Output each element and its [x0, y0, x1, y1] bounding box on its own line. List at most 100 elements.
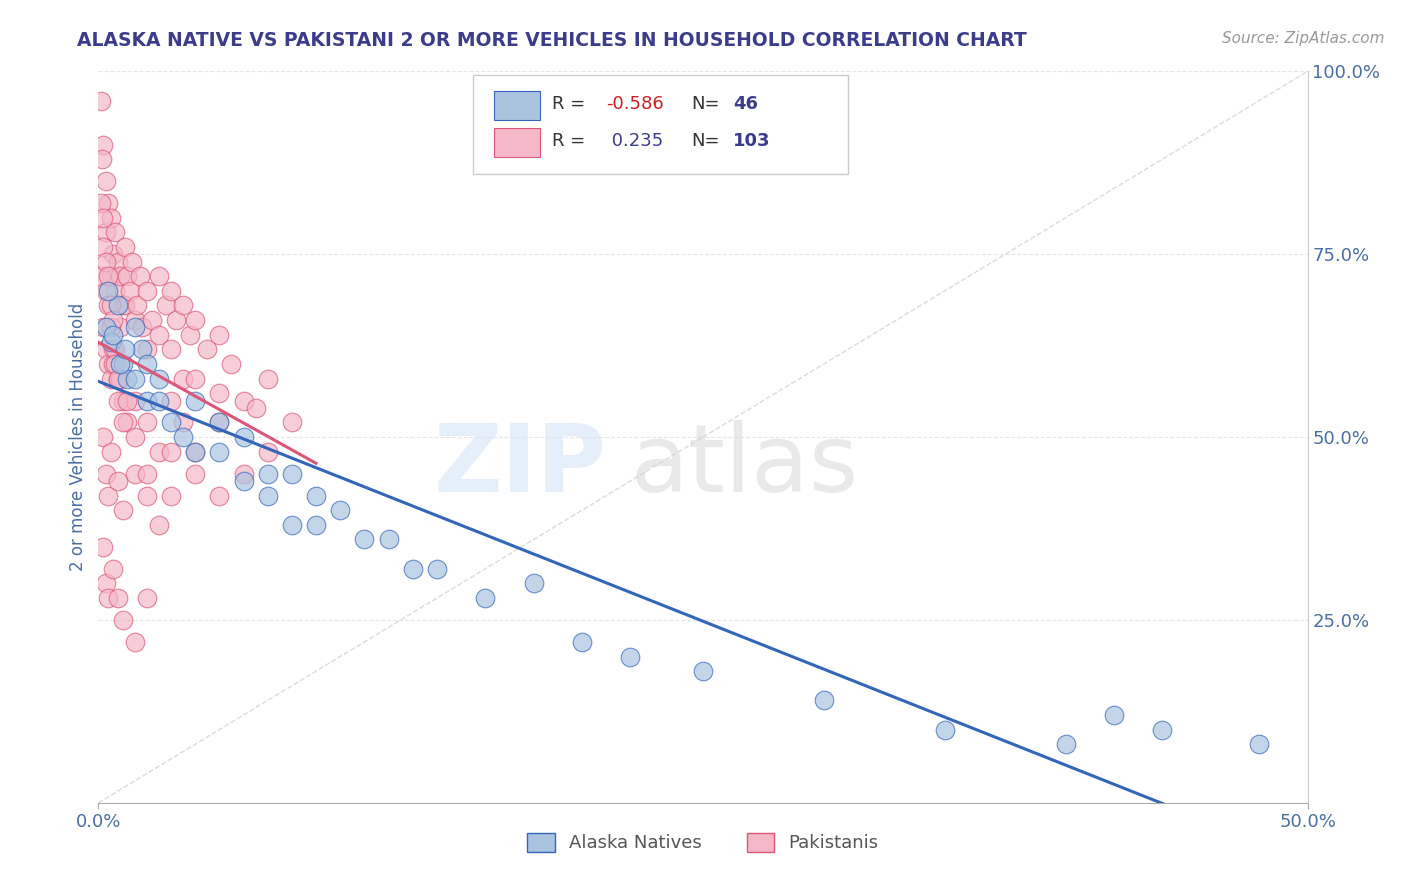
Point: [91, 430, 114, 444]
Point: [135, 357, 157, 371]
Point: [692, 664, 714, 678]
Point: [148, 444, 170, 458]
Text: 0.235: 0.235: [606, 132, 664, 150]
Point: [281, 416, 304, 430]
Point: [426, 562, 449, 576]
Point: [172, 371, 194, 385]
Point: [121, 254, 143, 268]
Point: [114, 298, 136, 312]
Point: [90, 196, 112, 211]
Point: [90, 94, 112, 108]
Point: [124, 393, 146, 408]
Point: [208, 489, 231, 503]
Point: [101, 247, 124, 261]
Point: [97, 284, 120, 298]
Point: [256, 371, 278, 385]
Point: [91, 152, 114, 166]
Point: [111, 357, 134, 371]
Point: [208, 327, 231, 342]
Point: [108, 320, 131, 334]
Point: [208, 416, 231, 430]
Point: [160, 284, 183, 298]
Point: [107, 371, 129, 385]
Point: [1054, 737, 1077, 751]
Point: [1249, 737, 1271, 751]
Point: [256, 444, 278, 458]
Text: ALASKA NATIVE VS PAKISTANI 2 OR MORE VEHICLES IN HOUSEHOLD CORRELATION CHART: ALASKA NATIVE VS PAKISTANI 2 OR MORE VEH…: [77, 31, 1026, 50]
Point: [100, 444, 122, 458]
Point: [179, 327, 201, 342]
Point: [100, 371, 122, 385]
Point: [100, 320, 122, 334]
Point: [305, 489, 328, 503]
Point: [117, 371, 139, 385]
Point: [160, 416, 183, 430]
Point: [114, 343, 136, 357]
Point: [111, 613, 134, 627]
Point: [94, 174, 117, 188]
Point: [377, 533, 399, 547]
Point: [124, 430, 146, 444]
FancyBboxPatch shape: [494, 91, 540, 120]
Point: [111, 393, 134, 408]
Point: [571, 635, 593, 649]
Point: [118, 284, 141, 298]
Point: [148, 371, 170, 385]
Point: [184, 313, 207, 327]
Point: [91, 211, 114, 225]
Point: [97, 591, 120, 605]
FancyBboxPatch shape: [474, 75, 848, 174]
Point: [107, 393, 129, 408]
Point: [94, 343, 117, 357]
Point: [141, 313, 163, 327]
Point: [94, 467, 117, 481]
Point: [135, 284, 157, 298]
Text: N=: N=: [690, 132, 720, 150]
Point: [232, 430, 254, 444]
Point: [148, 327, 170, 342]
Point: [94, 576, 117, 591]
Text: R =: R =: [551, 132, 585, 150]
Point: [165, 313, 187, 327]
Point: [402, 562, 425, 576]
Point: [117, 393, 139, 408]
Point: [245, 401, 267, 415]
Text: Source: ZipAtlas.com: Source: ZipAtlas.com: [1222, 31, 1385, 46]
Point: [128, 269, 150, 284]
Point: [100, 334, 122, 349]
Legend: Alaska Natives, Pakistanis: Alaska Natives, Pakistanis: [520, 826, 886, 860]
Point: [135, 393, 157, 408]
Point: [97, 298, 120, 312]
Point: [208, 444, 231, 458]
Point: [160, 393, 183, 408]
Point: [111, 416, 134, 430]
Point: [172, 416, 194, 430]
Point: [108, 357, 131, 371]
Point: [172, 298, 194, 312]
Point: [184, 444, 207, 458]
Point: [104, 225, 127, 239]
Point: [1102, 708, 1125, 723]
Point: [101, 327, 124, 342]
Point: [256, 467, 278, 481]
Point: [91, 540, 114, 554]
Point: [195, 343, 218, 357]
Point: [281, 517, 304, 532]
Point: [131, 320, 153, 334]
Point: [101, 343, 124, 357]
Point: [232, 393, 254, 408]
Point: [124, 313, 146, 327]
Text: ZIP: ZIP: [433, 420, 606, 512]
Point: [232, 467, 254, 481]
Point: [97, 357, 120, 371]
Point: [107, 371, 129, 385]
Point: [94, 284, 117, 298]
Point: [124, 635, 146, 649]
Point: [135, 489, 157, 503]
Point: [97, 489, 120, 503]
Point: [160, 444, 183, 458]
Point: [108, 371, 131, 385]
Point: [148, 517, 170, 532]
Point: [474, 591, 496, 605]
Point: [160, 343, 183, 357]
